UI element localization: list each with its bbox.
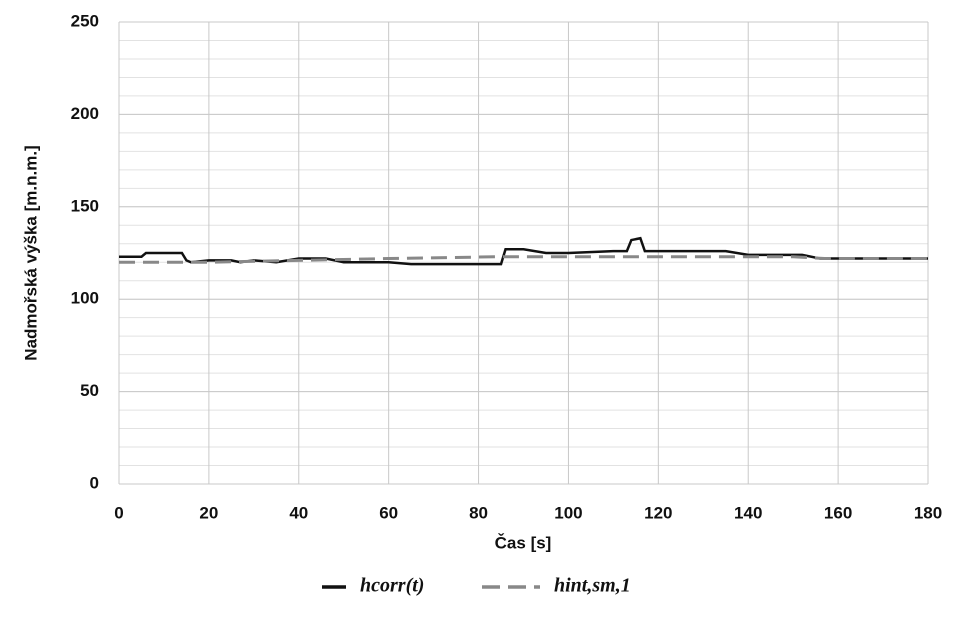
x-tick-label: 160 bbox=[824, 503, 852, 522]
line bbox=[119, 255, 928, 264]
x-tick-label: 0 bbox=[114, 503, 123, 522]
x-tick-label: 20 bbox=[199, 503, 218, 522]
y-tick-label: 50 bbox=[80, 381, 99, 400]
y-tick-label: 200 bbox=[71, 104, 99, 123]
x-tick-label: 60 bbox=[379, 503, 398, 522]
x-tick-label: 80 bbox=[469, 503, 488, 522]
y-tick-label: 250 bbox=[71, 11, 99, 30]
x-tick-label: 180 bbox=[914, 503, 942, 522]
legend-label: hint,sm,1 bbox=[554, 575, 631, 597]
y-axis-label: Nadmořská výška [m.n.m.] bbox=[21, 145, 40, 360]
y-tick-label: 0 bbox=[90, 473, 99, 492]
legend-label: hcorr(t) bbox=[360, 575, 424, 597]
x-tick-label: 40 bbox=[289, 503, 308, 522]
x-axis-label: Čas [s] bbox=[495, 533, 552, 552]
x-tick-label: 140 bbox=[734, 503, 762, 522]
x-tick-label: 100 bbox=[554, 503, 582, 522]
y-tick-label: 100 bbox=[71, 289, 99, 308]
x-tick-label: 120 bbox=[644, 503, 672, 522]
y-tick-label: 150 bbox=[71, 196, 99, 215]
